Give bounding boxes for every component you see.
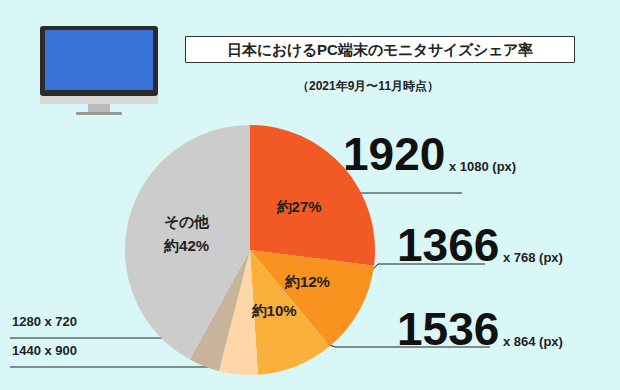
svg-text:その他: その他 — [164, 213, 210, 230]
svg-text:1440 x 900: 1440 x 900 — [12, 343, 77, 358]
svg-text:日本におけるPC端末のモニタサイズシェア率: 日本におけるPC端末のモニタサイズシェア率 — [227, 41, 533, 59]
svg-text:1280 x 720: 1280 x 720 — [12, 314, 77, 329]
svg-text:1536: 1536 — [397, 303, 499, 355]
svg-text:x 1080 (px): x 1080 (px) — [445, 159, 516, 174]
svg-text:1920: 1920 — [343, 128, 445, 180]
svg-text:x 864 (px): x 864 (px) — [499, 334, 563, 349]
svg-text:約27%: 約27% — [276, 198, 322, 215]
svg-text:約42%: 約42% — [163, 237, 209, 254]
svg-text:（2021年9月〜11月時点）: （2021年9月〜11月時点） — [297, 79, 439, 93]
svg-text:1366: 1366 — [397, 219, 499, 271]
svg-text:約12%: 約12% — [284, 273, 330, 290]
svg-text:約10%: 約10% — [251, 302, 297, 319]
svg-text:x 768 (px): x 768 (px) — [499, 250, 563, 265]
